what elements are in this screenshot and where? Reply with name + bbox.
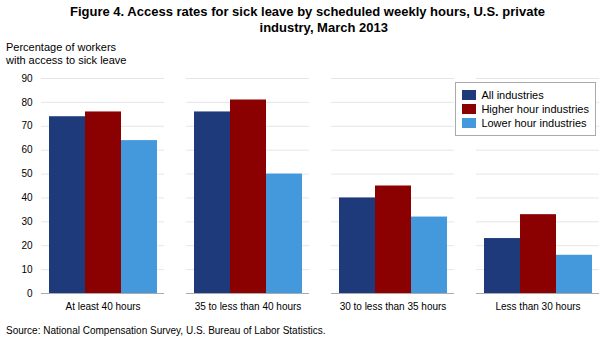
svg-text:30 to less than 35 hours: 30 to less than 35 hours (340, 301, 447, 312)
svg-text:At least 40 hours: At least 40 hours (65, 301, 140, 312)
svg-text:80: 80 (21, 97, 33, 108)
svg-text:60: 60 (21, 144, 33, 155)
html-text:Percentage of workers with acc: Percentage of workers with access to sic… (6, 40, 127, 67)
svg-text:0: 0 (27, 288, 33, 299)
svg-text:50: 50 (21, 168, 33, 179)
svg-text:30: 30 (21, 216, 33, 227)
svg-text:90: 90 (21, 73, 33, 84)
svg-text:Less than 30 hours: Less than 30 hours (495, 301, 580, 312)
svg-text:10: 10 (21, 264, 33, 275)
html-text:All industries: All industries (481, 89, 544, 101)
html-text:Source: National Compensation: Source: National Compensation Survey, U.… (6, 325, 326, 336)
html-text:Lower hour industries: Lower hour industries (481, 117, 587, 129)
html-text:Higher hour industries: Higher hour industries (481, 103, 589, 115)
svg-text:20: 20 (21, 240, 33, 251)
svg-text:40: 40 (21, 192, 33, 203)
svg-text:70: 70 (21, 120, 33, 131)
html-text:Figure 4. Access rates for sic: Figure 4. Access rates for sick leave by… (70, 4, 545, 36)
svg-text:35 to less than 40 hours: 35 to less than 40 hours (195, 301, 302, 312)
